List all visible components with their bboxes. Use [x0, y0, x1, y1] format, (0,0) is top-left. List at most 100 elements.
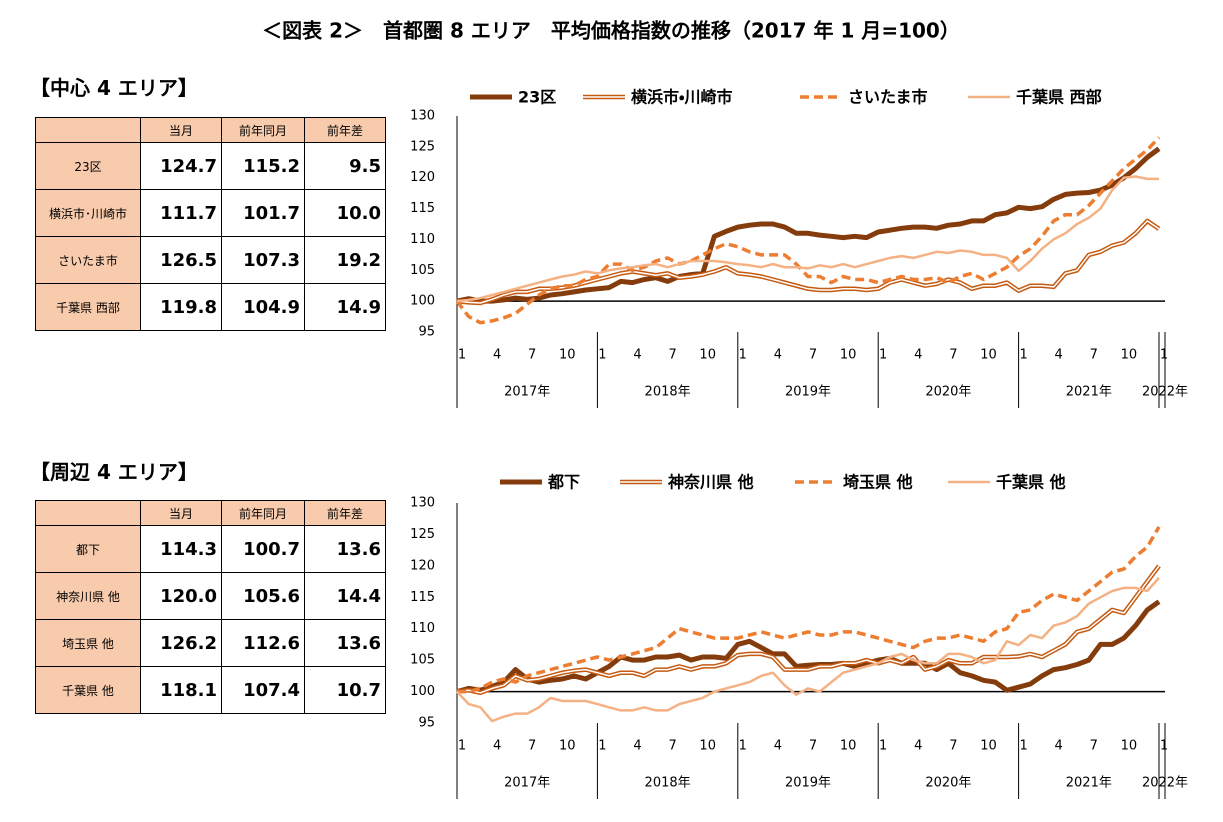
x-tick-label: 10	[699, 348, 716, 363]
table-cell: 9.5	[304, 142, 386, 190]
x-tick-label: 4	[493, 739, 501, 754]
y-tick-label: 110	[410, 621, 435, 636]
x-tick-label: 1	[879, 348, 887, 363]
y-tick-label: 95	[418, 716, 435, 731]
x-tick-label: 10	[699, 739, 716, 754]
series-line	[456, 599, 1161, 695]
x-group-label: 2021年	[1066, 385, 1112, 400]
column-header: 前年差	[304, 500, 386, 526]
table-cell: 105.6	[221, 572, 305, 620]
table-cell: 115.2	[221, 142, 305, 190]
table-cell: 101.7	[221, 189, 305, 237]
table-cell: 14.4	[304, 572, 386, 620]
y-tick-label: 100	[410, 294, 435, 309]
table-row: 千葉県 西部 119.8 104.9 14.9	[35, 283, 386, 331]
x-group-label: 2018年	[645, 385, 691, 400]
x-tick-label: 7	[1090, 348, 1098, 363]
table-row: さいたま市 126.5 107.3 19.2	[35, 236, 386, 284]
table-row: 都下 114.3 100.7 13.6	[35, 525, 386, 573]
table-cell: 104.9	[221, 283, 305, 331]
table-cell: 120.0	[140, 572, 222, 620]
y-tick-label: 105	[410, 653, 435, 668]
x-tick-label: 1	[458, 739, 466, 754]
x-group-label: 2017年	[504, 776, 550, 791]
x-tick-label: 4	[774, 348, 782, 363]
y-tick-label: 130	[410, 496, 435, 511]
column-header: 当月	[140, 500, 222, 526]
x-tick-label: 7	[668, 739, 676, 754]
legend-label: 横浜市・川崎市	[631, 88, 732, 107]
row-name: 千葉県 西部	[35, 283, 141, 331]
legend-label: さいたま市	[848, 88, 928, 107]
x-tick-label: 1	[598, 348, 606, 363]
y-tick-label: 115	[410, 201, 435, 216]
y-tick-label: 120	[410, 170, 435, 185]
x-tick-label: 1	[879, 739, 887, 754]
x-tick-label: 7	[668, 348, 676, 363]
y-tick-label: 125	[410, 139, 435, 154]
table-corner-cell	[35, 117, 141, 143]
x-tick-label: 1	[739, 739, 747, 754]
x-group-label: 2019年	[785, 776, 831, 791]
table-row: 横浜市･川崎市 111.7 101.7 10.0	[35, 189, 386, 237]
column-header: 前年同月	[221, 500, 305, 526]
section-heading: 【周辺 4 エリア】	[30, 460, 198, 484]
column-header: 当月	[140, 117, 222, 143]
y-tick-label: 105	[410, 263, 435, 278]
row-name: さいたま市	[35, 236, 141, 284]
table-row: 神奈川県 他 120.0 105.6 14.4	[35, 572, 386, 620]
table-cell: 114.3	[140, 525, 222, 573]
x-tick-label: 7	[949, 348, 957, 363]
x-group-label: 2018年	[645, 776, 691, 791]
row-name: 千葉県 他	[35, 666, 141, 714]
x-tick-label: 1	[1160, 348, 1168, 363]
y-tick-label: 95	[418, 325, 435, 340]
series-line	[456, 564, 1161, 696]
x-tick-label: 1	[598, 739, 606, 754]
x-group-label: 2017年	[504, 385, 550, 400]
x-tick-label: 7	[809, 348, 817, 363]
legend-label: 23区	[518, 88, 556, 107]
table-cell: 118.1	[140, 666, 222, 714]
x-tick-label: 7	[528, 348, 536, 363]
x-tick-label: 10	[840, 739, 857, 754]
table-cell: 107.4	[221, 666, 305, 714]
x-group-label: 2020年	[925, 776, 971, 791]
legend-label: 都下	[547, 473, 580, 492]
page-title: ＜図表 2＞ 首都圏 8 エリア 平均価格指数の推移（2017 年 1 月=10…	[262, 19, 960, 43]
legend-label: 千葉県 他	[996, 473, 1066, 492]
series-line	[456, 146, 1161, 304]
x-tick-label: 7	[1090, 739, 1098, 754]
table-row: 埼玉県 他 126.2 112.6 13.6	[35, 619, 386, 667]
series-line	[455, 136, 1161, 325]
x-tick-label: 1	[1019, 739, 1027, 754]
x-tick-label: 7	[528, 739, 536, 754]
row-name: 都下	[35, 525, 141, 573]
x-tick-label: 4	[1055, 739, 1063, 754]
table-cell: 126.5	[140, 236, 222, 284]
table-cell: 124.7	[140, 142, 222, 190]
summary-table: 当月 前年同月 前年差 23区 124.7 115.2 9.5 横浜市･川崎市 111.7 101…	[35, 117, 386, 331]
table-header-row: 当月 前年同月 前年差	[35, 500, 386, 526]
x-tick-label: 4	[1055, 348, 1063, 363]
y-tick-label: 110	[410, 232, 435, 247]
x-group-label: 2021年	[1066, 776, 1112, 791]
row-name: 埼玉県 他	[35, 619, 141, 667]
x-tick-label: 1	[1160, 739, 1168, 754]
x-tick-label: 1	[739, 348, 747, 363]
y-tick-label: 130	[410, 109, 435, 124]
x-tick-label: 4	[493, 348, 501, 363]
table-cell: 119.8	[140, 283, 222, 331]
y-tick-label: 125	[410, 527, 435, 542]
series-line-inner	[456, 565, 1160, 694]
table-row: 千葉県 他 118.1 107.4 10.7	[35, 666, 386, 714]
x-tick-label: 10	[980, 348, 997, 363]
x-tick-label: 4	[633, 348, 641, 363]
x-tick-label: 4	[914, 739, 922, 754]
y-tick-label: 100	[410, 684, 435, 699]
y-tick-label: 120	[410, 558, 435, 573]
x-tick-label: 1	[458, 348, 466, 363]
row-name: 神奈川県 他	[35, 572, 141, 620]
